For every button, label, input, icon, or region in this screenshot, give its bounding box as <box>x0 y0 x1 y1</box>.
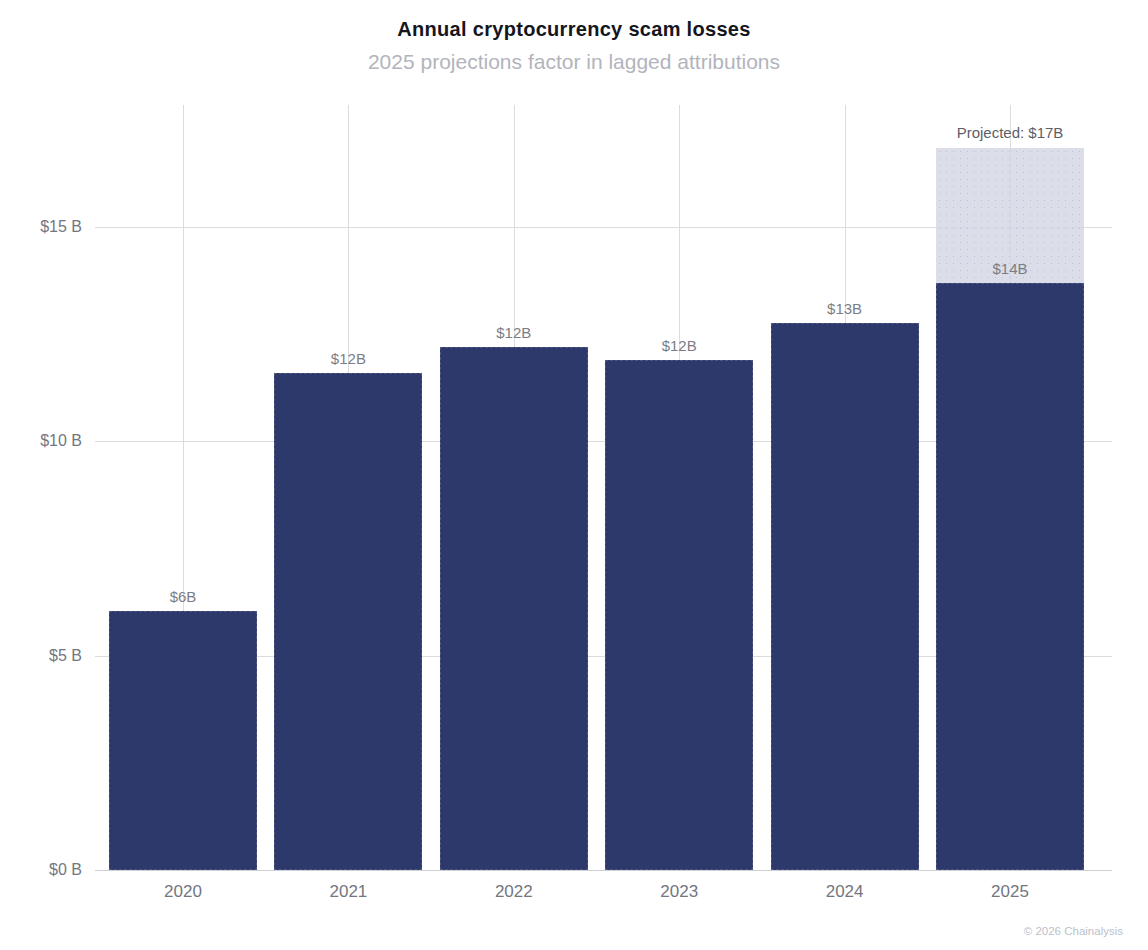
x-axis-tick-label: 2022 <box>495 882 533 902</box>
copyright-credit: © 2026 Chainalysis <box>1024 925 1123 937</box>
x-axis-tick-label: 2024 <box>826 882 864 902</box>
bar-value-label: $14B <box>992 260 1027 277</box>
bar-2023 <box>605 360 753 870</box>
bar-value-label: $13B <box>827 300 862 317</box>
bar-2024 <box>771 323 919 870</box>
plot-area: $0 B $5 B $10 B $15 B 2020 2021 2022 2023 2024 20… <box>0 0 1148 950</box>
x-axis-tick-label: 2025 <box>991 882 1029 902</box>
x-axis-tick-label: 2020 <box>164 882 202 902</box>
x-axis-tick-label: 2021 <box>329 882 367 902</box>
x-axis-tick-label: 2023 <box>660 882 698 902</box>
bar-2022 <box>440 347 588 870</box>
bar-2021 <box>274 373 422 870</box>
gridline-h-0 <box>95 870 1112 871</box>
y-axis-tick-label: $0 B <box>8 861 82 879</box>
y-axis-tick-label: $5 B <box>8 647 82 665</box>
y-axis-tick-label: $15 B <box>8 218 82 236</box>
bar-2025 <box>936 283 1084 870</box>
y-axis-tick-label: $10 B <box>8 432 82 450</box>
bar-2020 <box>109 611 257 870</box>
bar-value-label: $12B <box>662 337 697 354</box>
projected-value-label: Projected: $17B <box>957 124 1064 141</box>
bar-value-label: $12B <box>331 350 366 367</box>
bar-value-label: $12B <box>496 324 531 341</box>
bar-value-label: $6B <box>170 588 197 605</box>
